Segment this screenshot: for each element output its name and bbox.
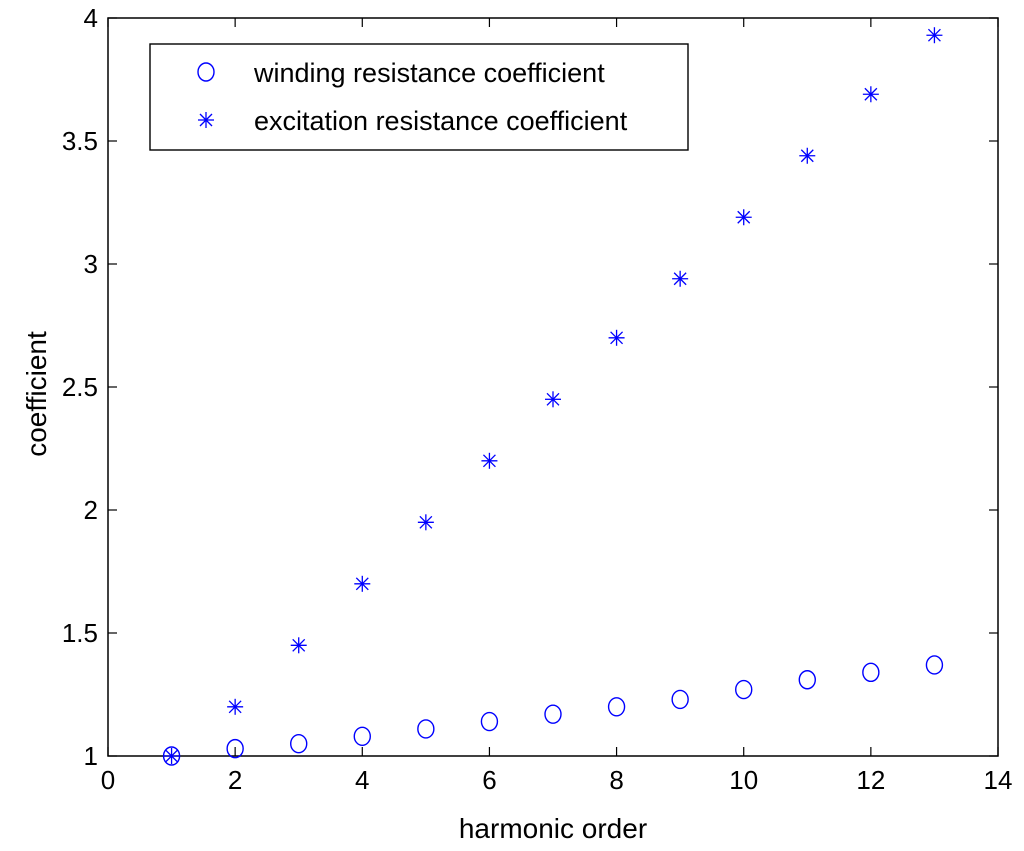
excitation-point [862, 86, 879, 103]
winding-point [544, 704, 562, 724]
excitation-point [290, 637, 307, 654]
excitation-point [608, 329, 625, 346]
winding-point [735, 679, 753, 700]
winding-point [417, 719, 435, 739]
y-tick-label: 4 [84, 3, 98, 33]
axis-ticks: 0 2 4 6 8 10 12 14 1 1.5 2 2.5 3 3.5 4 [62, 3, 1013, 795]
legend-box [149, 43, 689, 151]
excitation-point [417, 514, 434, 531]
x-tick-label: 14 [984, 765, 1013, 795]
legend-marker-circle [197, 62, 215, 82]
excitation-point [354, 575, 371, 592]
excitation-point [481, 452, 498, 469]
legend-entry-label: winding resistance coefficient [253, 58, 605, 88]
winding-point [798, 670, 816, 690]
excitation-point [227, 698, 244, 715]
excitation-point [799, 147, 816, 164]
y-tick-label: 3 [84, 249, 98, 279]
y-tick-label: 2.5 [62, 372, 98, 402]
x-axis-label: harmonic order [459, 813, 647, 844]
excitation-point [163, 748, 180, 764]
x-tick-label: 12 [856, 765, 885, 795]
data-marks [162, 27, 944, 766]
excitation-point [545, 391, 561, 408]
winding-point [353, 726, 371, 747]
x-tick-label: 8 [609, 765, 623, 795]
legend-marker-asterisk [198, 112, 214, 128]
winding-point [290, 734, 308, 754]
y-tick-label: 1.5 [62, 618, 98, 648]
y-tick-label: 3.5 [62, 126, 98, 156]
y-tick-label: 1 [84, 741, 98, 771]
legend: winding resistance coefficient excitation… [149, 43, 689, 151]
legend-entry-label: excitation resistance coefficient [254, 106, 628, 136]
excitation-point [926, 27, 943, 44]
winding-point [671, 689, 689, 710]
excitation-point [672, 270, 689, 287]
x-tick-label: 6 [482, 765, 496, 795]
excitation-point [735, 209, 752, 226]
x-tick-label: 0 [101, 765, 115, 795]
x-tick-label: 4 [355, 765, 369, 795]
winding-point [226, 738, 244, 759]
x-tick-label: 2 [228, 765, 242, 795]
winding-point [862, 662, 880, 683]
x-tick-label: 10 [729, 765, 758, 795]
y-axis-label: coefficient [21, 331, 52, 457]
winding-point [480, 711, 499, 732]
winding-point [925, 655, 944, 675]
y-tick-label: 2 [84, 495, 98, 525]
winding-point [607, 697, 626, 717]
